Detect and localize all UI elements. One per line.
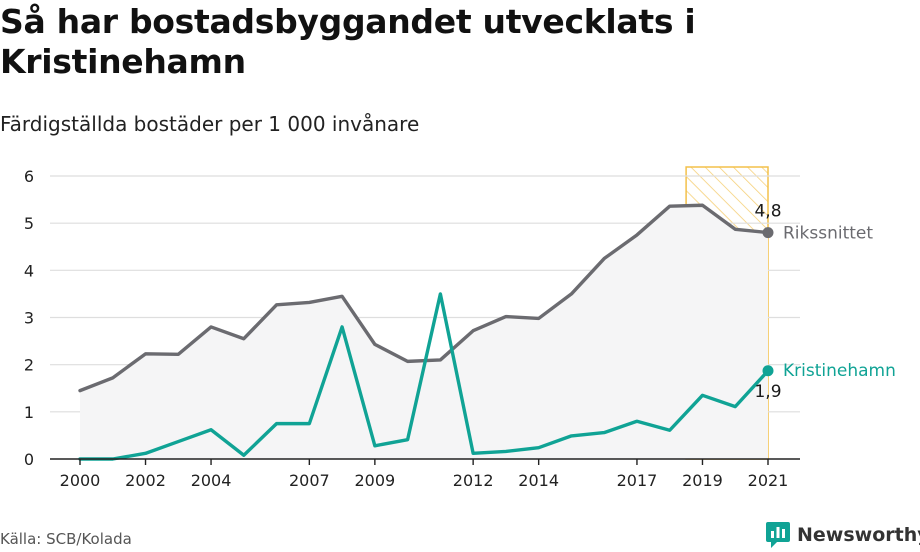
local-end-point (762, 365, 774, 377)
x-tick-label: 2017 (617, 471, 658, 490)
x-tick-label: 2000 (60, 471, 101, 490)
local-value-label: 1,9 (754, 382, 781, 402)
page-title: Så har bostadsbyggandet utvecklats i Kri… (0, 2, 696, 81)
y-tick-label: 0 (24, 450, 34, 469)
x-tick-label: 2004 (191, 471, 232, 490)
x-tick-label: 2009 (354, 471, 395, 490)
source-note: Källa: SCB/Kolada (0, 530, 132, 548)
national-series-name: Rikssnittet (783, 224, 873, 244)
x-tick-label: 2021 (748, 471, 789, 490)
national-area-fill (80, 205, 768, 459)
newsworthy-logo-icon (766, 522, 790, 548)
local-series-line (78, 292, 770, 461)
national-area (80, 205, 768, 459)
y-tick-label: 3 (24, 309, 34, 328)
x-tick-label: 2014 (518, 471, 559, 490)
x-tick-label: 2019 (682, 471, 723, 490)
x-tick-label: 2007 (289, 471, 330, 490)
axes: 0 1 2 3 4 5 6 2000 2002 2004 2007 2009 2012 2014 2017 2… (24, 167, 800, 490)
national-value-label: 4,8 (754, 202, 781, 222)
chart-subtitle: Färdigställda bostäder per 1 000 invånar… (0, 112, 420, 136)
y-tick-label: 6 (24, 167, 34, 186)
y-tick-label: 1 (24, 403, 34, 422)
x-tick-label: 2012 (453, 471, 494, 490)
y-tick-label: 5 (24, 214, 34, 233)
national-end-point (762, 227, 774, 239)
y-tick-label: 2 (24, 356, 34, 375)
brand-name: Newsworthy (797, 524, 920, 546)
y-tick-label: 4 (24, 261, 34, 280)
x-tick-label: 2002 (125, 471, 166, 490)
series-lines (78, 203, 774, 461)
brand-logo: Newsworthy (765, 519, 920, 551)
local-series-name: Kristinehamn (783, 361, 896, 381)
